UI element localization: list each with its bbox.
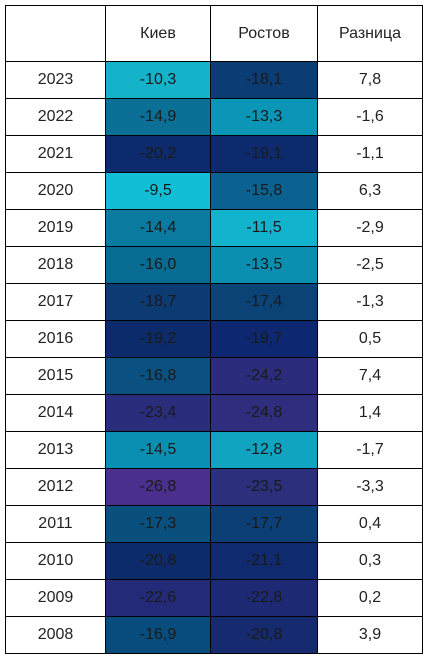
year-cell: 2021: [5, 135, 106, 173]
difference-cell: -2,5: [317, 246, 423, 284]
difference-cell: 0,2: [317, 579, 423, 617]
kiev-value-cell: -17,3: [105, 505, 211, 543]
year-cell: 2015: [5, 357, 106, 395]
rostov-value-cell: -17,4: [210, 283, 318, 321]
kiev-value-cell: -10,3: [105, 61, 211, 99]
rostov-value-cell: -24,8: [210, 394, 318, 432]
rostov-value-cell: -18,1: [210, 61, 318, 99]
rostov-value-cell: -13,3: [210, 98, 318, 136]
table-row: 2021 -20,2 -19,1 -1,1: [5, 135, 423, 173]
difference-cell: -1,7: [317, 431, 423, 469]
temperature-comparison-table: Киев Ростов Разница 2023 -10,3 -18,1 7,8 202…: [5, 5, 423, 654]
kiev-value-cell: -16,0: [105, 246, 211, 284]
rostov-value-cell: -17,7: [210, 505, 318, 543]
kiev-value-cell: -16,9: [105, 616, 211, 654]
year-cell: 2018: [5, 246, 106, 284]
table-row: 2017 -18,7 -17,4 -1,3: [5, 283, 423, 321]
table-row: 2015 -16,8 -24,2 7,4: [5, 357, 423, 395]
year-cell: 2022: [5, 98, 106, 136]
year-cell: 2013: [5, 431, 106, 469]
year-cell: 2014: [5, 394, 106, 432]
rostov-value-cell: -19,7: [210, 320, 318, 358]
table-row: 2009 -22,6 -22,8 0,2: [5, 579, 423, 617]
difference-cell: 7,8: [317, 61, 423, 99]
kiev-value-cell: -9,5: [105, 172, 211, 210]
difference-cell: 0,4: [317, 505, 423, 543]
year-cell: 2012: [5, 468, 106, 506]
year-cell: 2011: [5, 505, 106, 543]
header-difference: Разница: [317, 5, 423, 62]
kiev-value-cell: -14,5: [105, 431, 211, 469]
kiev-value-cell: -19,2: [105, 320, 211, 358]
difference-cell: 3,9: [317, 616, 423, 654]
year-cell: 2020: [5, 172, 106, 210]
difference-cell: -2,9: [317, 209, 423, 247]
rostov-value-cell: -23,5: [210, 468, 318, 506]
year-cell: 2010: [5, 542, 106, 580]
year-cell: 2017: [5, 283, 106, 321]
table-row: 2008 -16,9 -20,8 3,9: [5, 616, 423, 654]
table-row: 2011 -17,3 -17,7 0,4: [5, 505, 423, 543]
header-year: [5, 5, 106, 62]
rostov-value-cell: -20,8: [210, 616, 318, 654]
table-row: 2022 -14,9 -13,3 -1,6: [5, 98, 423, 136]
kiev-value-cell: -16,8: [105, 357, 211, 395]
difference-cell: 0,5: [317, 320, 423, 358]
rostov-value-cell: -19,1: [210, 135, 318, 173]
difference-cell: 6,3: [317, 172, 423, 210]
table-row: 2014 -23,4 -24,8 1,4: [5, 394, 423, 432]
difference-cell: 0,3: [317, 542, 423, 580]
difference-cell: -1,1: [317, 135, 423, 173]
difference-cell: -1,6: [317, 98, 423, 136]
rostov-value-cell: -21,1: [210, 542, 318, 580]
difference-cell: -3,3: [317, 468, 423, 506]
difference-cell: 1,4: [317, 394, 423, 432]
table-row: 2018 -16,0 -13,5 -2,5: [5, 246, 423, 284]
difference-cell: -1,3: [317, 283, 423, 321]
kiev-value-cell: -23,4: [105, 394, 211, 432]
rostov-value-cell: -12,8: [210, 431, 318, 469]
kiev-value-cell: -20,2: [105, 135, 211, 173]
kiev-value-cell: -18,7: [105, 283, 211, 321]
rostov-value-cell: -15,8: [210, 172, 318, 210]
kiev-value-cell: -20,8: [105, 542, 211, 580]
kiev-value-cell: -14,9: [105, 98, 211, 136]
kiev-value-cell: -14,4: [105, 209, 211, 247]
kiev-value-cell: -26,8: [105, 468, 211, 506]
year-cell: 2023: [5, 61, 106, 99]
kiev-value-cell: -22,6: [105, 579, 211, 617]
rostov-value-cell: -24,2: [210, 357, 318, 395]
rostov-value-cell: -22,8: [210, 579, 318, 617]
header-kiev: Киев: [105, 5, 211, 62]
table-row: 2020 -9,5 -15,8 6,3: [5, 172, 423, 210]
year-cell: 2016: [5, 320, 106, 358]
rostov-value-cell: -13,5: [210, 246, 318, 284]
difference-cell: 7,4: [317, 357, 423, 395]
table-row: 2016 -19,2 -19,7 0,5: [5, 320, 423, 358]
table-row: 2013 -14,5 -12,8 -1,7: [5, 431, 423, 469]
table-row: 2019 -14,4 -11,5 -2,9: [5, 209, 423, 247]
year-cell: 2008: [5, 616, 106, 654]
year-cell: 2019: [5, 209, 106, 247]
table-row: 2023 -10,3 -18,1 7,8: [5, 61, 423, 99]
rostov-value-cell: -11,5: [210, 209, 318, 247]
table-row: 2012 -26,8 -23,5 -3,3: [5, 468, 423, 506]
header-rostov: Ростов: [210, 5, 318, 62]
table-row: 2010 -20,8 -21,1 0,3: [5, 542, 423, 580]
year-cell: 2009: [5, 579, 106, 617]
header-row: Киев Ростов Разница: [5, 5, 423, 62]
